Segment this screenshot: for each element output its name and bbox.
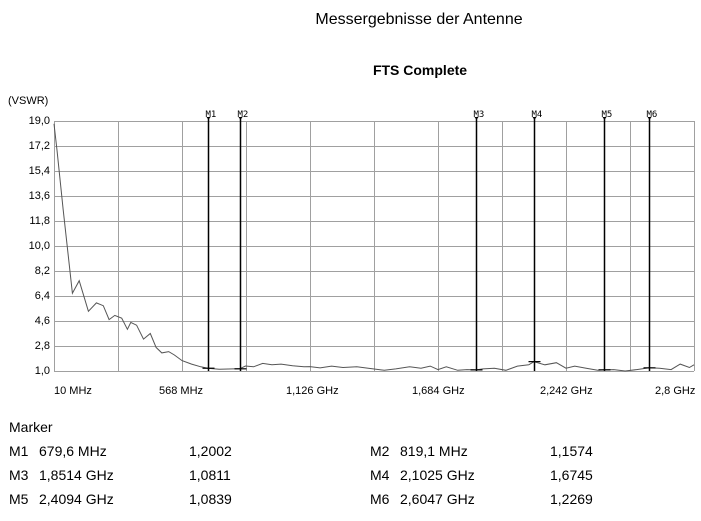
x-tick: 10 MHz (54, 385, 92, 397)
marker-table-header: Marker (9, 419, 53, 435)
marker-frequency: 2,4094 GHz (39, 491, 114, 507)
y-tick: 2,8 (34, 340, 50, 352)
marker-label-m4: M4 (532, 110, 543, 120)
marker-value: 1,2002 (189, 443, 232, 459)
marker-frequency: 2,1025 GHz (400, 467, 475, 483)
marker-frequency: 679,6 MHz (39, 443, 107, 459)
y-tick: 8,2 (34, 265, 50, 277)
marker-id: M3 (9, 467, 29, 483)
marker-id: M5 (9, 491, 29, 507)
y-tick: 17,2 (28, 140, 50, 152)
y-axis-label: (VSWR) (8, 95, 49, 107)
marker-id: M4 (370, 467, 390, 483)
marker-frequency: 2,6047 GHz (400, 491, 475, 507)
marker-value: 1,0839 (189, 491, 232, 507)
marker-label-m2: M2 (238, 110, 249, 120)
marker-label-m5: M5 (602, 110, 613, 120)
marker-lines: M1 M2 M3 M4 M5 M6 (202, 110, 658, 371)
marker-frequency: 1,8514 GHz (39, 467, 114, 483)
marker-label-m1: M1 (206, 110, 217, 120)
x-tick: 2,242 GHz (540, 385, 593, 397)
chart-title: FTS Complete (372, 62, 468, 78)
marker-frequency: 819,1 MHz (400, 443, 468, 459)
y-tick: 6,4 (34, 290, 50, 302)
x-tick: 2,8 GHz (655, 385, 696, 397)
marker-label-m3: M3 (474, 110, 485, 120)
y-tick: 11,8 (29, 215, 50, 227)
x-tick: 1,126 GHz (286, 385, 339, 397)
y-tick: 19,0 (28, 115, 50, 127)
x-tick: 1,684 GHz (412, 385, 465, 397)
y-tick: 15,4 (28, 165, 50, 177)
marker-value: 1,0811 (189, 467, 231, 483)
y-tick: 10,0 (28, 240, 50, 252)
vswr-trace (53, 123, 695, 372)
plot-grid (54, 121, 695, 372)
marker-value: 1,2269 (550, 491, 593, 507)
y-tick: 1,0 (34, 365, 50, 377)
y-tick: 4,6 (34, 315, 50, 327)
marker-id: M2 (370, 443, 390, 459)
marker-id: M6 (370, 491, 390, 507)
marker-value: 1,6745 (550, 467, 593, 483)
page-title: Messergebnisse der Antenne (315, 11, 523, 28)
marker-id: M1 (9, 443, 29, 459)
y-tick: 13,6 (28, 190, 50, 202)
marker-value: 1,1574 (550, 443, 593, 459)
marker-label-m6: M6 (647, 110, 658, 120)
x-tick: 568 MHz (159, 385, 204, 397)
